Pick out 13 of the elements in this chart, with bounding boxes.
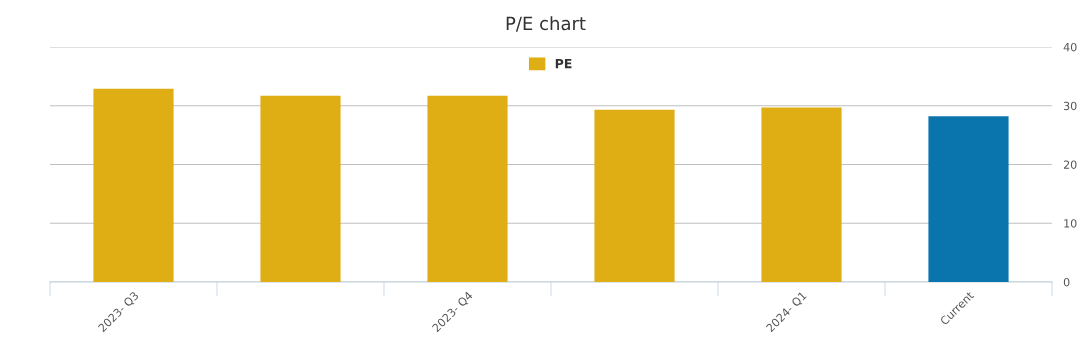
bar [761,107,842,282]
y-tick-label: 10 [1064,219,1077,228]
bar [260,95,341,282]
bar [928,116,1009,282]
y-tick-label: 30 [1063,101,1077,111]
chart-title: P/E chart [506,16,586,32]
y-tick-label: 0 [1063,277,1070,287]
y-tick-label: 40 [1063,42,1077,52]
bar [427,95,508,282]
y-tick-label: 20 [1063,160,1077,169]
bar [93,88,174,282]
legend-label: PE [555,59,572,69]
bar [594,109,675,282]
